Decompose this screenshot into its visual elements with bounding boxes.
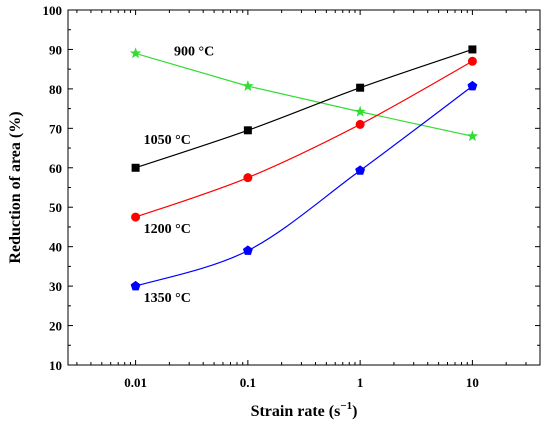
marker-star-900: [129, 47, 142, 59]
x-tick-label: 1: [357, 375, 364, 390]
y-tick-label: 90: [49, 42, 62, 57]
marker-circle-1200: [355, 119, 365, 129]
series-label-1350: 1350 °C: [144, 291, 191, 306]
marker-square-1050: [131, 163, 140, 172]
y-axis-title: Reduction of area (%): [7, 111, 24, 263]
marker-pentagon-1350: [242, 245, 253, 255]
marker-star-900: [242, 80, 254, 91]
y-tick-label: 80: [49, 82, 62, 97]
x-axis-title-sup: −1: [340, 400, 352, 412]
series-line-1050: [135, 48, 473, 169]
marker-pentagon-1350: [130, 280, 141, 291]
labels-layer: 10 20 30 40 50 60 70 80 90 100 0.01 0.1 1 10 900 °C 105…: [43, 3, 479, 390]
y-tick-label: 20: [49, 319, 62, 334]
x-tick-label: 10: [466, 375, 479, 390]
y-tick-label: 100: [43, 3, 63, 18]
marker-square-1050: [356, 83, 365, 92]
y-tick-label: 60: [49, 161, 62, 176]
y-tick-label: 50: [49, 200, 62, 215]
marker-circle-1200: [467, 56, 477, 66]
series-layer: [129, 45, 479, 291]
series-line-1200: [135, 60, 473, 218]
x-axis-title: Strain rate (s−1): [251, 400, 358, 420]
marker-square-1050: [468, 45, 477, 54]
series-label-900: 900 °C: [174, 44, 214, 59]
series-label-1200: 1200 °C: [144, 222, 191, 237]
y-tick-label: 70: [49, 121, 62, 136]
marker-circle-1200: [131, 212, 141, 222]
series-line-900: [135, 52, 473, 137]
series-line-1350: [135, 85, 473, 287]
marker-circle-1200: [243, 173, 253, 183]
marker-pentagon-1350: [467, 80, 478, 91]
marker-pentagon-1350: [355, 165, 366, 175]
marker-square-1050: [243, 126, 252, 135]
plot-frame: [67, 9, 541, 366]
y-tick-label: 30: [49, 279, 62, 294]
series-label-1050: 1050 °C: [144, 133, 191, 148]
x-tick-label: 0.1: [240, 375, 256, 390]
x-tick-label: 0.01: [124, 375, 147, 390]
y-tick-label: 10: [49, 358, 62, 373]
y-tick-label: 40: [49, 240, 62, 255]
x-axis-title-main: Strain rate (s: [251, 403, 341, 420]
marker-star-900: [354, 105, 366, 117]
marker-star-900: [466, 130, 479, 142]
x-axis-title-close: ): [352, 403, 357, 420]
